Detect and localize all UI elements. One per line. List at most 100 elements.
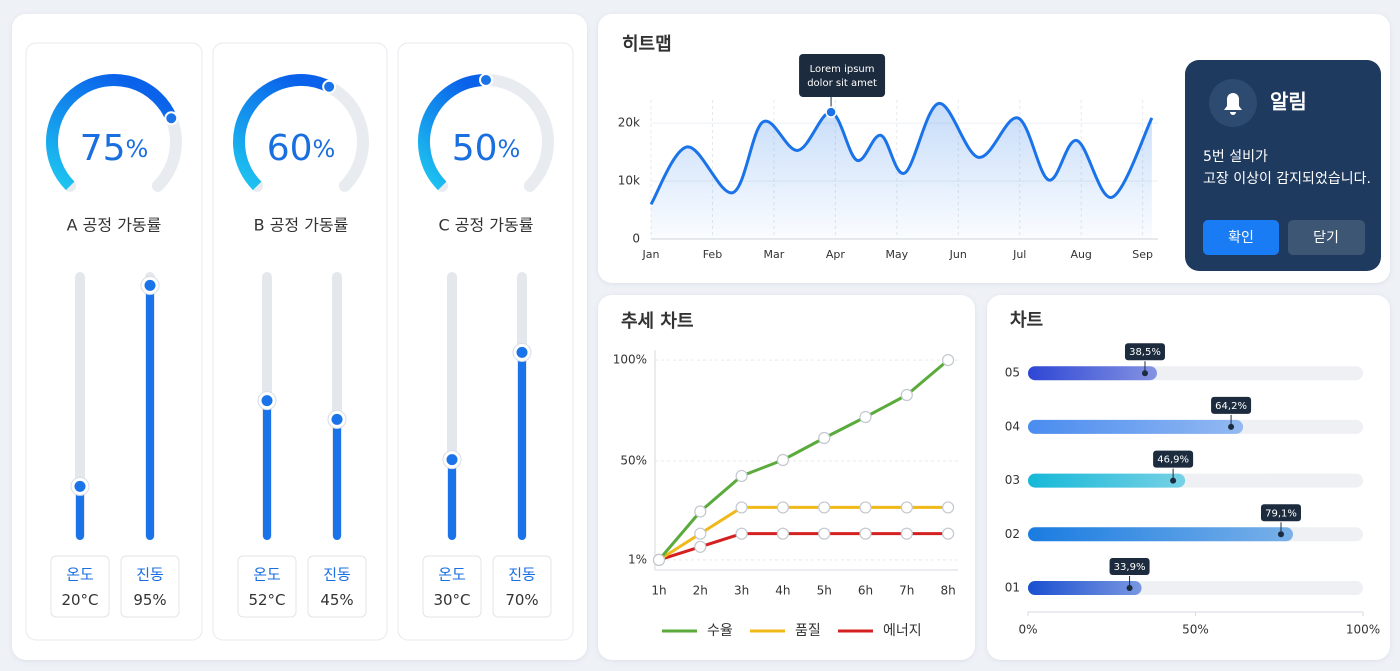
slider-label: 온도: [253, 566, 281, 584]
slider-knob-dot[interactable]: [331, 413, 343, 425]
slider-box: [422, 555, 482, 618]
slider-unit: %: [152, 591, 166, 609]
x-tick-label: Jul: [1012, 248, 1026, 261]
bar: [1028, 366, 1157, 381]
alert: 알림 5번 설비가 고장 이상이 감지되었습니다. 확인 닫기: [1185, 60, 1381, 271]
x-tick-label: 5h: [817, 584, 832, 598]
legend-label: 품질: [795, 623, 821, 639]
x-tick-label: 6h: [858, 584, 873, 598]
point: [900, 527, 913, 540]
gauge-unit: %: [498, 135, 521, 163]
slider-box: [50, 555, 110, 618]
slider-knob-dot[interactable]: [516, 346, 528, 358]
y-tick-label: 0: [632, 232, 640, 246]
slider-value: 45%: [320, 591, 353, 609]
point: [941, 353, 955, 367]
slider-box: [307, 555, 367, 618]
slider-box: [492, 555, 552, 618]
line: [658, 532, 949, 562]
y-tick-label: 05: [1005, 366, 1020, 380]
gauge-label: 50%: [452, 128, 521, 169]
y-tick-label: 50%: [620, 454, 647, 468]
slider-fill: [146, 285, 154, 540]
slider-knob-dot[interactable]: [261, 395, 273, 407]
slider-number: 70: [505, 591, 524, 609]
value-label: 46,9%: [1157, 455, 1189, 466]
point: [694, 527, 707, 540]
x-tick-label: Jan: [642, 248, 660, 261]
slider-number: 30: [433, 591, 452, 609]
close-button[interactable]: [1288, 220, 1365, 255]
gauge-name: B 공정 가동률: [254, 216, 349, 235]
point: [818, 527, 831, 540]
y-tick-label: 20k: [618, 116, 640, 130]
slider-value: 95%: [133, 591, 166, 609]
bell-icon: [1224, 93, 1242, 115]
x-tick-label: Mar: [764, 248, 785, 261]
gauge-label: 75%: [80, 128, 149, 169]
x-tick-label: 8h: [940, 584, 955, 598]
point: [735, 469, 748, 483]
bar-dot: [1277, 531, 1284, 538]
point: [776, 453, 790, 467]
point: [818, 501, 831, 514]
legend-label: 수율: [707, 623, 733, 639]
slider-value: 20°C: [61, 591, 98, 609]
x-tick-label: 0%: [1018, 623, 1037, 637]
value-label: 38,5%: [1129, 347, 1161, 358]
line-area: [651, 103, 1152, 239]
slider-unit: °C: [268, 591, 286, 609]
y-tick-label: 03: [1005, 473, 1020, 487]
point: [900, 501, 913, 514]
confirm-button[interactable]: [1203, 220, 1279, 255]
point: [941, 527, 955, 540]
chart-title: 차트: [1010, 310, 1043, 331]
alert-message: 5번 설비가: [1203, 149, 1268, 165]
close-label[interactable]: 닫기: [1313, 230, 1339, 246]
gauge-number: 50: [452, 128, 498, 169]
bar-dot: [1141, 370, 1148, 377]
gauge-knob: [322, 79, 337, 94]
slider-track: [75, 272, 85, 540]
point: [694, 540, 707, 553]
panel: [598, 295, 975, 660]
slider-fill: [263, 400, 271, 540]
x-tick-label: 3h: [734, 584, 749, 598]
line: [649, 101, 1154, 206]
point: [941, 501, 955, 514]
slider-unit: °C: [81, 591, 99, 609]
point: [652, 553, 666, 567]
slider-label: 진동: [508, 566, 536, 584]
slider-knob-dot[interactable]: [144, 279, 156, 291]
confirm-label[interactable]: 확인: [1228, 230, 1254, 246]
bar-dot: [1228, 423, 1235, 430]
slider-knob-dot[interactable]: [74, 480, 86, 492]
point: [859, 501, 872, 514]
slider-fill: [76, 486, 84, 540]
slider-number: 45: [320, 591, 339, 609]
gauge-number: 60: [267, 128, 313, 169]
x-tick-label: Aug: [1070, 248, 1091, 261]
chart-title: 추세 차트: [621, 311, 694, 332]
label-box: [1153, 450, 1194, 468]
gauge-unit: %: [126, 135, 149, 163]
card: [25, 42, 203, 641]
gauge-value: [233, 74, 332, 191]
point: [859, 410, 872, 424]
slider-value: 30°C: [433, 591, 470, 609]
value-label: 79,1%: [1265, 508, 1297, 519]
slider-knob-dot[interactable]: [446, 454, 458, 466]
x-tick-label: 4h: [775, 584, 790, 598]
point: [859, 527, 872, 540]
y-tick-label: 1%: [628, 552, 647, 566]
x-tick-label: Jun: [949, 248, 967, 261]
x-tick-label: 2h: [693, 584, 708, 598]
slider-label: 온도: [66, 566, 94, 584]
slider-number: 95: [133, 591, 152, 609]
alert-message: 고장 이상이 감지되었습니다.: [1203, 171, 1371, 187]
value-label: 33,9%: [1114, 562, 1146, 573]
gauge-value: [418, 74, 487, 191]
card: [212, 42, 388, 641]
x-tick-label: May: [885, 248, 908, 261]
slider-value: 52°C: [248, 591, 285, 609]
